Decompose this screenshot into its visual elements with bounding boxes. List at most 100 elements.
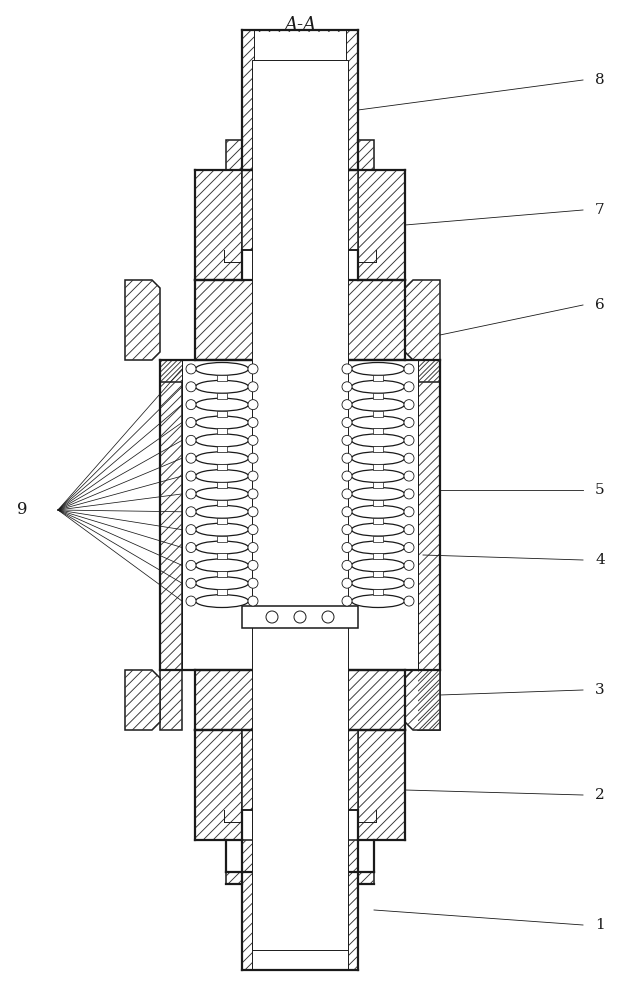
Ellipse shape	[342, 489, 352, 499]
Ellipse shape	[404, 560, 414, 570]
Ellipse shape	[248, 489, 258, 499]
Ellipse shape	[186, 400, 196, 410]
Bar	[252, 838, 348, 970]
Bar	[252, 60, 348, 950]
Ellipse shape	[404, 418, 414, 428]
Ellipse shape	[322, 611, 334, 623]
Text: 4: 4	[595, 553, 604, 567]
Ellipse shape	[404, 525, 414, 535]
Bar	[373, 500, 383, 506]
Bar	[217, 446, 227, 452]
Polygon shape	[195, 670, 405, 730]
Ellipse shape	[196, 505, 248, 518]
Ellipse shape	[404, 578, 414, 588]
Ellipse shape	[352, 434, 404, 447]
Ellipse shape	[186, 489, 196, 499]
Ellipse shape	[404, 453, 414, 463]
Ellipse shape	[248, 400, 258, 410]
Ellipse shape	[196, 559, 248, 572]
Ellipse shape	[352, 470, 404, 483]
Bar	[373, 553, 383, 559]
Ellipse shape	[186, 471, 196, 481]
Ellipse shape	[196, 398, 248, 411]
Polygon shape	[160, 670, 182, 730]
Ellipse shape	[404, 382, 414, 392]
Text: 9: 9	[18, 502, 28, 518]
Polygon shape	[226, 872, 242, 884]
Ellipse shape	[196, 541, 248, 554]
Ellipse shape	[342, 453, 352, 463]
Text: 7: 7	[595, 203, 604, 217]
Ellipse shape	[404, 435, 414, 445]
Polygon shape	[195, 730, 242, 840]
Ellipse shape	[186, 578, 196, 588]
Polygon shape	[242, 730, 358, 810]
Ellipse shape	[404, 364, 414, 374]
Bar	[252, 728, 348, 840]
Bar	[217, 482, 227, 488]
Polygon shape	[358, 730, 405, 840]
Bar	[373, 411, 383, 417]
Ellipse shape	[248, 560, 258, 570]
Ellipse shape	[186, 453, 196, 463]
Ellipse shape	[248, 364, 258, 374]
Ellipse shape	[196, 416, 248, 429]
Ellipse shape	[342, 578, 352, 588]
Ellipse shape	[352, 505, 404, 518]
Ellipse shape	[352, 523, 404, 536]
Text: 5: 5	[595, 483, 604, 497]
Bar	[373, 464, 383, 470]
Ellipse shape	[196, 452, 248, 465]
Ellipse shape	[186, 507, 196, 517]
Ellipse shape	[196, 362, 248, 375]
Text: 1: 1	[595, 918, 604, 932]
Ellipse shape	[404, 489, 414, 499]
Polygon shape	[358, 170, 405, 280]
Bar	[254, 168, 346, 280]
Bar	[187, 360, 258, 610]
Ellipse shape	[342, 364, 352, 374]
Text: 8: 8	[595, 73, 604, 87]
Bar	[254, 32, 346, 168]
Text: 3: 3	[595, 683, 604, 697]
Bar	[373, 428, 383, 434]
Ellipse shape	[404, 542, 414, 552]
Ellipse shape	[248, 578, 258, 588]
Bar	[348, 360, 418, 670]
Polygon shape	[195, 170, 242, 280]
Polygon shape	[242, 170, 358, 250]
Ellipse shape	[196, 577, 248, 590]
Polygon shape	[195, 280, 405, 606]
Bar	[217, 393, 227, 399]
Ellipse shape	[266, 611, 278, 623]
Ellipse shape	[248, 507, 258, 517]
Ellipse shape	[186, 364, 196, 374]
Bar	[217, 464, 227, 470]
Bar	[343, 360, 414, 610]
Text: A-A: A-A	[284, 16, 316, 34]
Ellipse shape	[196, 434, 248, 447]
Polygon shape	[405, 670, 440, 730]
Ellipse shape	[248, 471, 258, 481]
Bar	[217, 589, 227, 595]
Ellipse shape	[294, 611, 306, 623]
Polygon shape	[160, 360, 440, 382]
Ellipse shape	[342, 418, 352, 428]
Ellipse shape	[352, 416, 404, 429]
Ellipse shape	[196, 380, 248, 393]
Bar	[373, 482, 383, 488]
Bar	[373, 446, 383, 452]
Ellipse shape	[196, 488, 248, 500]
Ellipse shape	[186, 435, 196, 445]
Polygon shape	[125, 670, 160, 730]
Ellipse shape	[248, 418, 258, 428]
Bar	[373, 393, 383, 399]
Ellipse shape	[186, 382, 196, 392]
Ellipse shape	[342, 435, 352, 445]
Bar	[217, 428, 227, 434]
Ellipse shape	[342, 382, 352, 392]
Polygon shape	[226, 140, 242, 170]
Ellipse shape	[342, 400, 352, 410]
Polygon shape	[195, 360, 405, 628]
Polygon shape	[160, 360, 182, 670]
